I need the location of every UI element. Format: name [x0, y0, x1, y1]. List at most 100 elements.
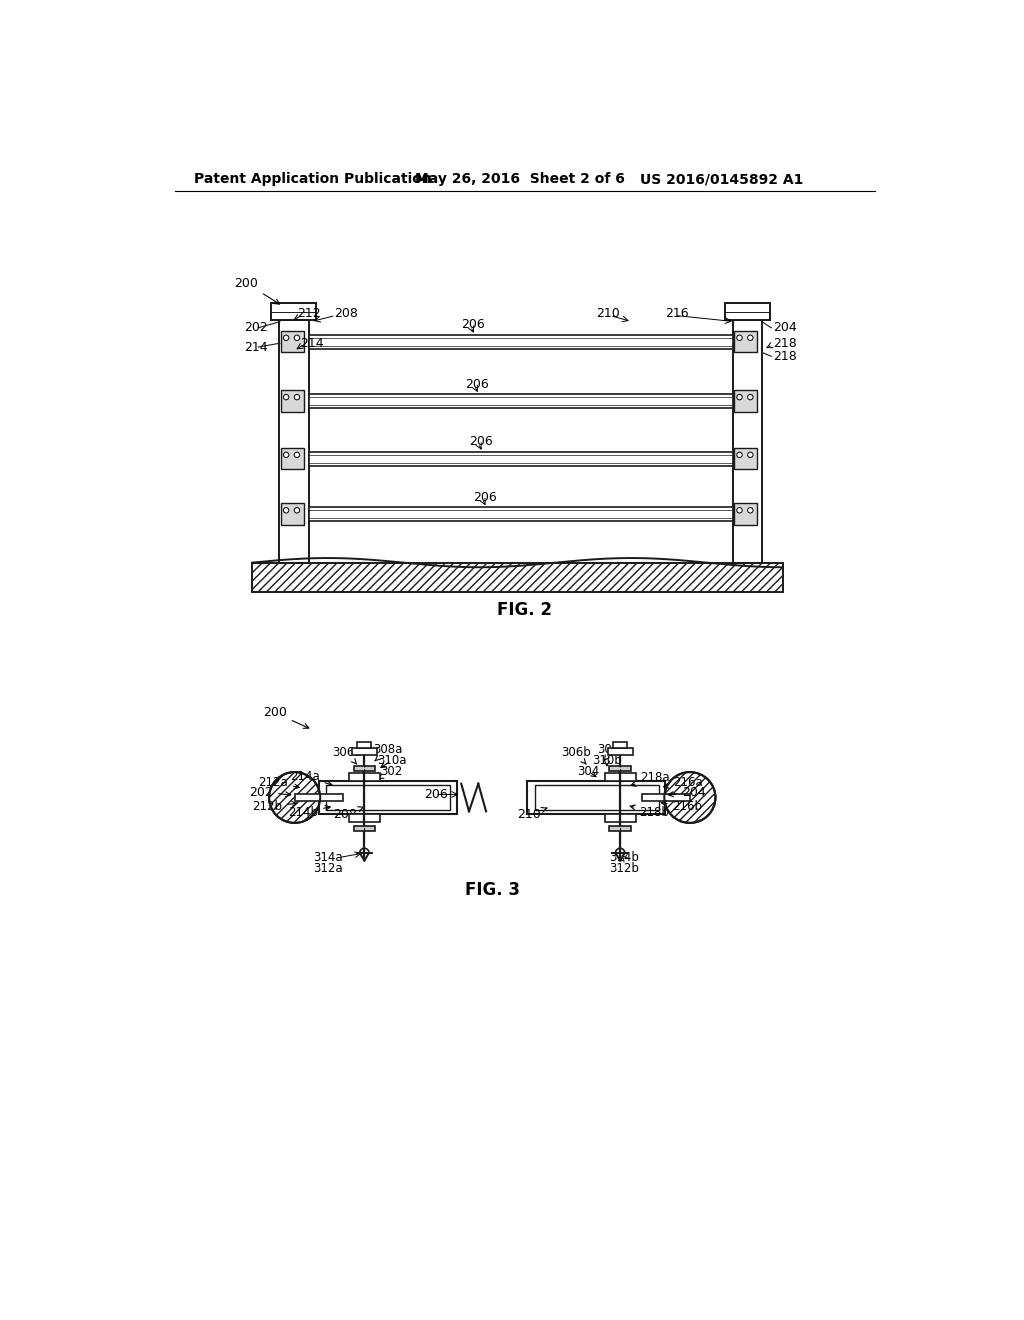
Text: 302: 302 — [378, 764, 402, 779]
Text: 304: 304 — [578, 764, 599, 777]
Text: 200: 200 — [234, 277, 280, 304]
Circle shape — [284, 395, 289, 400]
Bar — [308, 507, 732, 521]
Text: 204: 204 — [773, 321, 797, 334]
Text: 206: 206 — [465, 378, 488, 391]
Text: 206: 206 — [469, 436, 493, 449]
Bar — [734, 391, 758, 412]
Bar — [353, 826, 375, 832]
Bar — [642, 793, 690, 801]
Text: 212a: 212a — [258, 776, 299, 789]
Bar — [607, 748, 633, 755]
Text: 312a: 312a — [313, 862, 343, 875]
Text: 202: 202 — [245, 321, 268, 334]
Text: Patent Application Publication: Patent Application Publication — [194, 172, 432, 186]
Bar — [609, 826, 631, 832]
Text: 206: 206 — [473, 491, 497, 504]
Text: 306a: 306a — [332, 746, 361, 764]
Text: 202: 202 — [250, 785, 291, 799]
Bar — [734, 331, 758, 352]
Circle shape — [736, 453, 742, 458]
Bar — [604, 814, 636, 822]
Bar — [252, 562, 783, 591]
Circle shape — [269, 772, 321, 822]
Text: 308b: 308b — [597, 743, 627, 760]
Circle shape — [294, 508, 300, 513]
Circle shape — [748, 335, 753, 341]
Text: 204: 204 — [669, 785, 706, 799]
Bar — [535, 785, 658, 810]
Circle shape — [748, 508, 753, 513]
Bar — [734, 503, 758, 525]
Bar — [609, 766, 631, 771]
Bar — [326, 785, 450, 810]
Circle shape — [284, 508, 289, 513]
Text: 216a: 216a — [664, 776, 702, 788]
Bar — [280, 321, 308, 562]
Bar — [349, 774, 380, 780]
Bar — [613, 742, 627, 748]
Text: 306b: 306b — [561, 746, 591, 764]
Text: 210: 210 — [596, 308, 620, 321]
Bar — [295, 793, 343, 801]
Circle shape — [748, 395, 753, 400]
Circle shape — [294, 395, 300, 400]
Text: 312b: 312b — [609, 862, 639, 875]
Text: US 2016/0145892 A1: US 2016/0145892 A1 — [640, 172, 803, 186]
Bar — [308, 395, 732, 408]
Text: 214a: 214a — [290, 770, 332, 785]
Circle shape — [294, 335, 300, 341]
Text: FIG. 3: FIG. 3 — [465, 880, 520, 899]
Text: 216: 216 — [665, 308, 689, 321]
Bar — [734, 447, 758, 470]
Circle shape — [736, 395, 742, 400]
Text: 218a: 218a — [631, 771, 670, 787]
Bar — [281, 503, 304, 525]
Text: 208: 208 — [334, 308, 358, 321]
Text: 212: 212 — [297, 308, 321, 321]
Text: 214: 214 — [245, 341, 268, 354]
Text: 200: 200 — [263, 706, 309, 729]
Text: 216b: 216b — [662, 800, 702, 813]
Text: 210: 210 — [517, 808, 547, 821]
Bar — [349, 814, 380, 822]
Bar — [308, 335, 732, 348]
Text: 214: 214 — [300, 337, 324, 350]
Circle shape — [748, 453, 753, 458]
Text: 206: 206 — [424, 788, 447, 801]
Bar — [281, 331, 304, 352]
Text: 310a: 310a — [377, 754, 407, 767]
Text: 218: 218 — [773, 337, 797, 350]
Text: 214b: 214b — [288, 805, 330, 820]
Bar — [604, 774, 636, 780]
Bar — [725, 304, 770, 321]
Text: 206: 206 — [461, 318, 485, 331]
Bar — [527, 780, 665, 814]
Text: 308a: 308a — [373, 743, 402, 760]
Circle shape — [284, 335, 289, 341]
Text: 314b: 314b — [609, 851, 639, 865]
Bar — [357, 742, 372, 748]
Text: 218: 218 — [773, 350, 797, 363]
Text: 310b: 310b — [592, 754, 622, 767]
Bar — [252, 562, 783, 591]
Text: 314a: 314a — [313, 851, 343, 865]
Text: May 26, 2016  Sheet 2 of 6: May 26, 2016 Sheet 2 of 6 — [415, 172, 625, 186]
Bar — [352, 748, 377, 755]
Text: 218b: 218b — [630, 805, 669, 818]
Bar — [281, 447, 304, 470]
Bar — [732, 321, 762, 562]
Bar — [308, 451, 732, 466]
Text: 208: 208 — [333, 807, 364, 821]
Circle shape — [736, 335, 742, 341]
Bar — [353, 766, 375, 771]
Circle shape — [284, 453, 289, 458]
Circle shape — [736, 508, 742, 513]
Circle shape — [665, 772, 716, 822]
Text: FIG. 2: FIG. 2 — [498, 602, 552, 619]
Bar — [319, 780, 458, 814]
Bar — [271, 304, 316, 321]
Bar — [281, 391, 304, 412]
Text: 212b: 212b — [253, 800, 297, 813]
Circle shape — [294, 453, 300, 458]
